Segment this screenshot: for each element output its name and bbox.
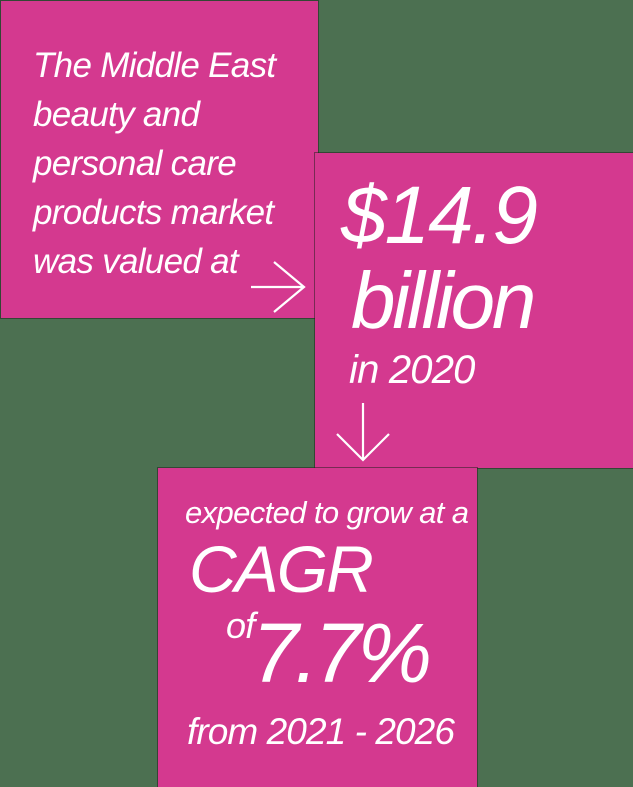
growth-period: from 2021 - 2026 <box>187 711 455 752</box>
intro-text: The Middle East beauty and personal care… <box>33 41 276 286</box>
valuation-panel: $14.9 billion in 2020 <box>315 153 633 468</box>
intro-line: was valued at <box>33 242 239 281</box>
valuation-amount: $14.9 <box>341 170 538 261</box>
growth-preposition: of <box>226 605 255 646</box>
intro-line: The Middle East <box>33 46 276 85</box>
growth-metric: CAGR <box>189 532 374 606</box>
valuation-unit: billion <box>351 256 536 345</box>
arrow-right-icon <box>249 259 307 320</box>
growth-panel: expected to grow at a CAGR of 7.7% from … <box>158 468 477 787</box>
growth-rate: 7.7% <box>252 606 432 700</box>
valuation-year: in 2020 <box>349 348 475 392</box>
intro-line: beauty and <box>33 95 200 134</box>
intro-panel: The Middle East beauty and personal care… <box>1 1 318 318</box>
growth-lead: expected to grow at a <box>185 495 469 530</box>
intro-line: personal care <box>33 144 237 183</box>
arrow-down-icon <box>335 401 391 468</box>
intro-line: products market <box>33 193 274 232</box>
